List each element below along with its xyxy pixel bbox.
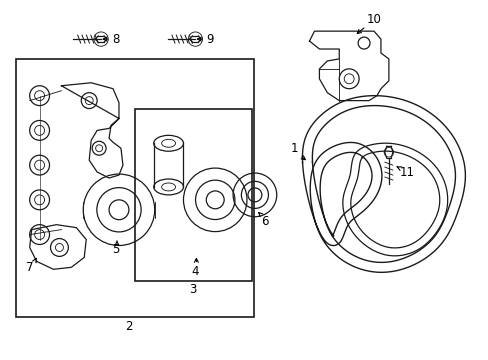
Bar: [16, 59, 253, 317]
Text: 5: 5: [112, 243, 120, 256]
Bar: [135, 109, 251, 281]
Text: 8: 8: [112, 33, 120, 46]
Text: 2: 2: [125, 320, 132, 333]
Text: 7: 7: [26, 261, 33, 274]
Text: 10: 10: [366, 13, 381, 26]
Text: 1: 1: [290, 142, 298, 155]
Text: 11: 11: [398, 166, 413, 179]
Text: 9: 9: [206, 33, 214, 46]
Text: 3: 3: [188, 283, 196, 296]
Text: 4: 4: [191, 265, 199, 278]
Text: 6: 6: [261, 215, 268, 228]
